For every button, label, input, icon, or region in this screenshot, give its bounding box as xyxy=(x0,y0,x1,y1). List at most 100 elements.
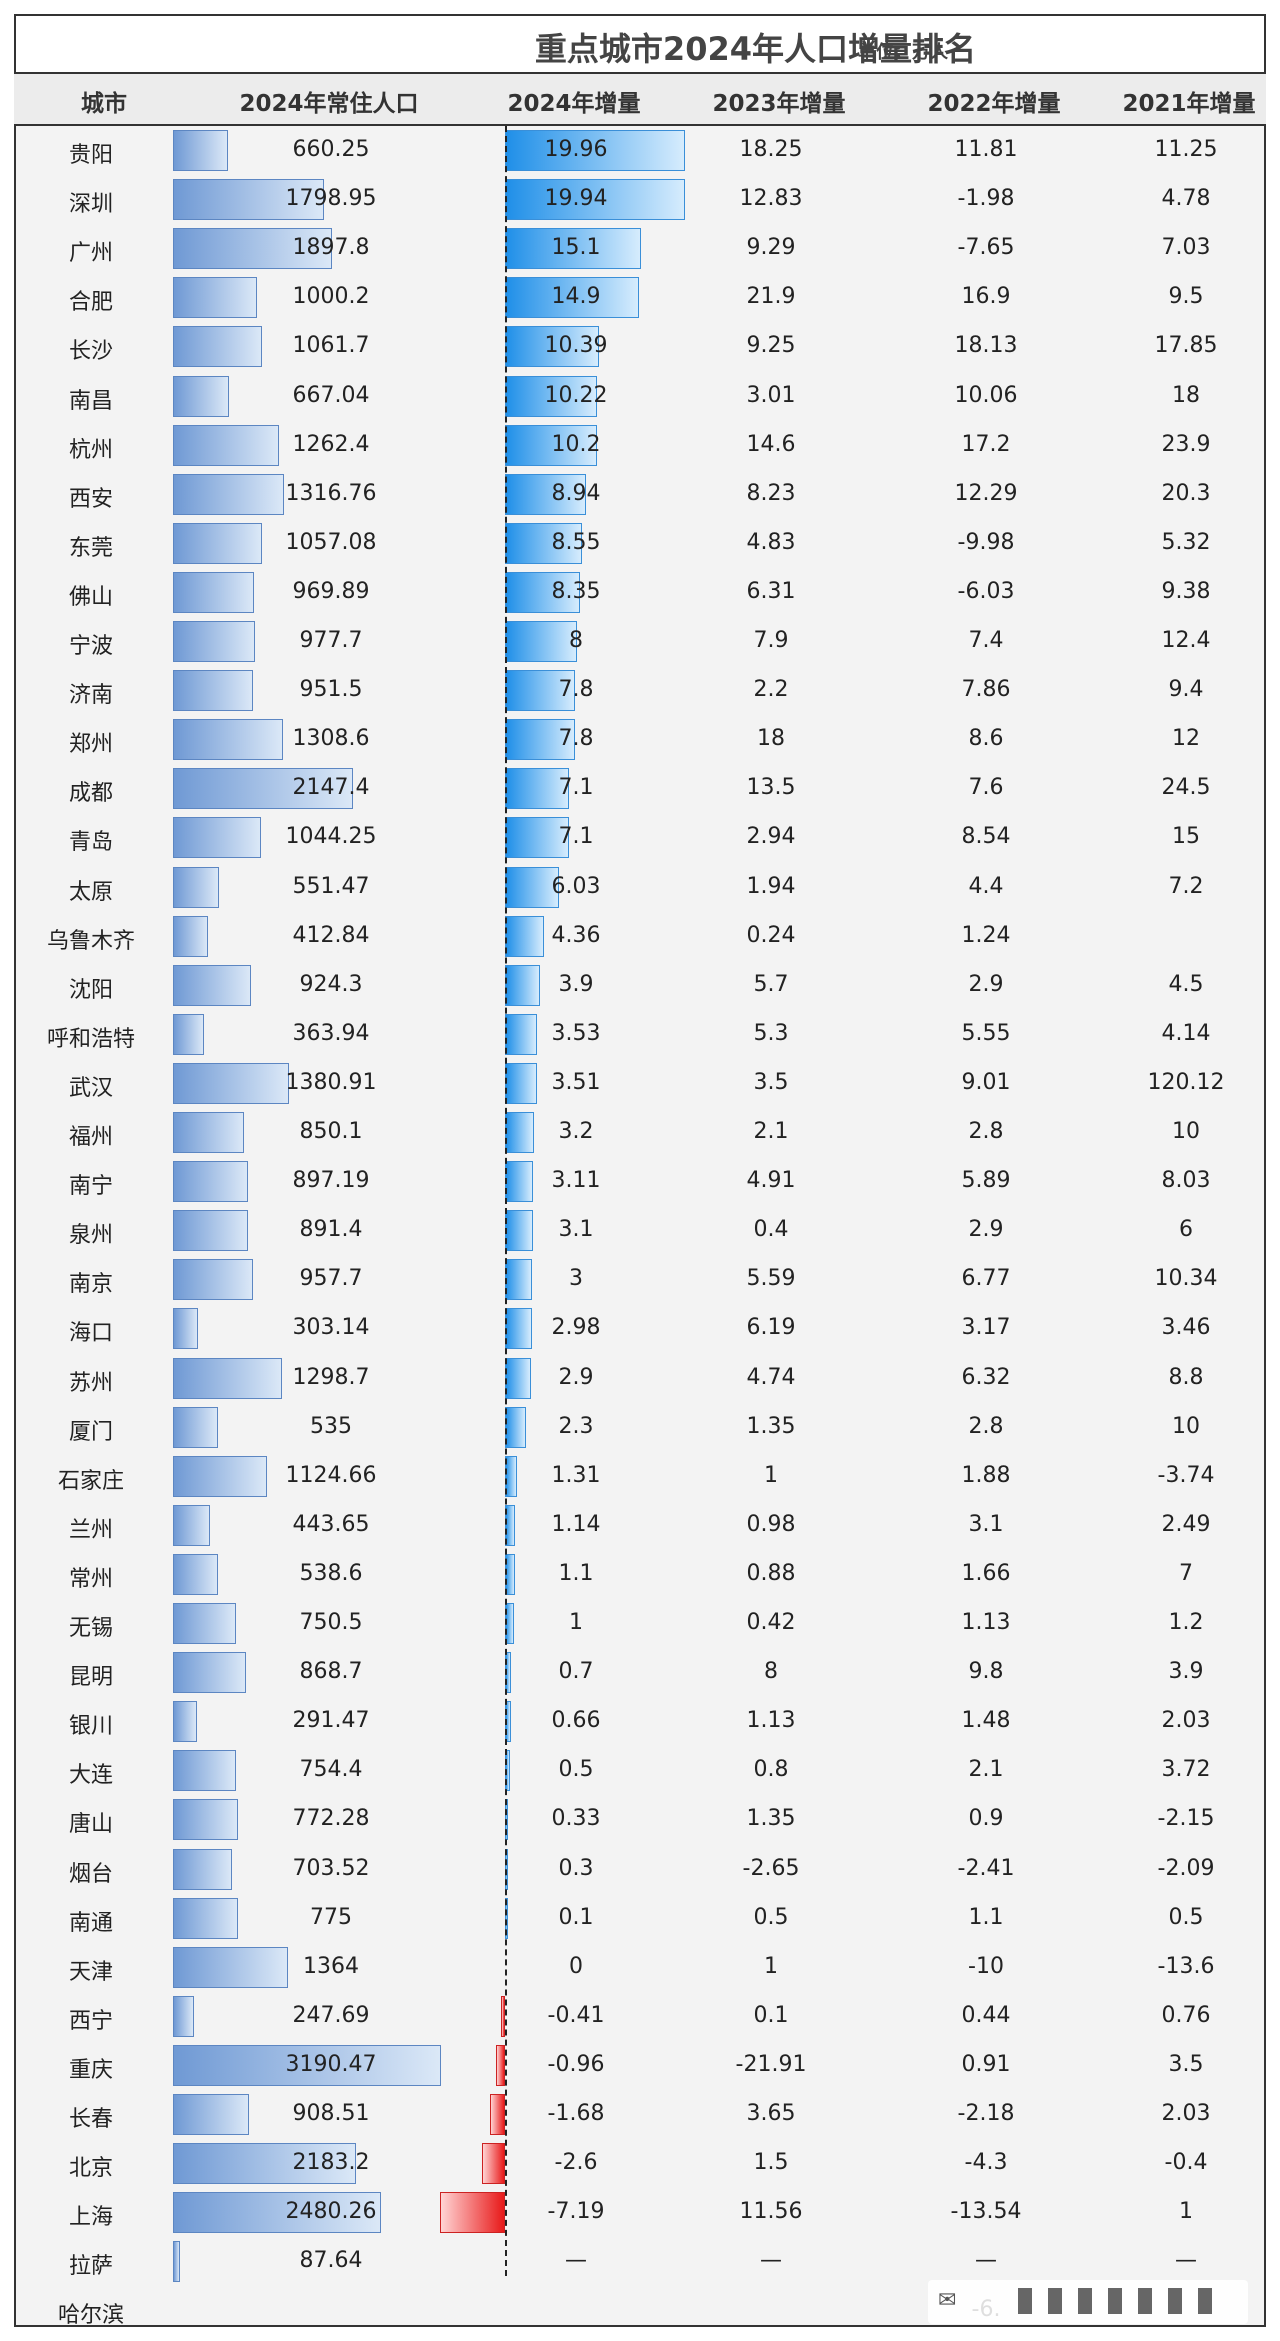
population-value: 772.28 xyxy=(292,1806,370,1832)
table-row: 泉州 891.4 3.1 0.4 2.9 6 xyxy=(16,1206,1264,1255)
city-name: 济南 xyxy=(68,683,113,709)
table-row: 深圳 1798.95 19.94 12.83 -1.98 4.78 xyxy=(16,175,1264,224)
table-row: 乌鲁木齐 412.84 4.36 0.24 1.24 xyxy=(16,912,1264,961)
table-row: 西宁 247.69 -0.41 0.1 0.44 0.76 xyxy=(16,1992,1264,2041)
population-value: 951.5 xyxy=(299,677,363,703)
population-value: 703.52 xyxy=(292,1855,370,1881)
population-bar xyxy=(173,670,253,712)
table-row: 石家庄 1124.66 1.31 1 1.88 -3.74 xyxy=(16,1452,1264,1501)
city-name: 合肥 xyxy=(68,290,113,316)
watermark: ✉ xyxy=(928,2280,1248,2324)
increment-2023-value: 0.8 xyxy=(753,1757,789,1783)
increment-2023-value: 3.5 xyxy=(753,1069,789,1095)
population-value: 303.14 xyxy=(292,1315,370,1341)
population-bar xyxy=(173,228,333,270)
increment-2024-value: 3.51 xyxy=(551,1069,601,1095)
increment-2021-value: 11.25 xyxy=(1154,137,1218,162)
increment-2021-value: 23.9 xyxy=(1161,431,1211,457)
increment-bar-positive xyxy=(505,179,685,221)
city-name: 泉州 xyxy=(68,1223,113,1249)
increment-2023-value: 5.7 xyxy=(753,971,789,997)
increment-2024-value: 4.36 xyxy=(551,922,601,948)
population-bar xyxy=(173,1553,219,1595)
table-row: 苏州 1298.7 2.9 4.74 6.32 8.8 xyxy=(16,1354,1264,1403)
population-bar xyxy=(173,130,229,171)
population-value: 1798.95 xyxy=(285,186,377,212)
increment-2023-value: 1.94 xyxy=(746,873,796,899)
increment-2023-value: 2.2 xyxy=(753,677,789,703)
increment-2022-value: -10 xyxy=(968,1953,1004,1979)
increment-2021-value: 9.4 xyxy=(1168,677,1204,703)
increment-2024-value: 0 xyxy=(569,1953,583,1979)
increment-2022-value: 2.9 xyxy=(968,971,1004,997)
table-row: 唐山 772.28 0.33 1.35 0.9 -2.15 xyxy=(16,1795,1264,1844)
population-value: 775 xyxy=(310,1904,352,1930)
city-name: 青岛 xyxy=(68,830,113,856)
col-header-pop-2024: 2024年常住人口 xyxy=(239,91,419,117)
city-name: 无锡 xyxy=(68,1616,113,1641)
increment-2024-value: 0.1 xyxy=(558,1904,594,1930)
population-bar xyxy=(173,277,258,319)
increment-2022-value: 2.8 xyxy=(968,1119,1004,1144)
increment-2024-value: -1.68 xyxy=(547,2101,605,2126)
increment-2022-value: 7.86 xyxy=(961,677,1011,703)
increment-2021-value: -2.15 xyxy=(1157,1806,1215,1832)
increment-2021-value: -3.74 xyxy=(1157,1462,1215,1488)
increment-bar-positive xyxy=(505,621,578,662)
increment-2024-value: 7.8 xyxy=(558,677,594,703)
increment-2021-value: 0.5 xyxy=(1168,1904,1204,1930)
increment-2022-value: 1.24 xyxy=(961,922,1011,948)
city-name: 上海 xyxy=(68,2205,113,2231)
increment-2022-value: -9.98 xyxy=(957,529,1015,555)
increment-2022-value: 8.6 xyxy=(968,726,1004,752)
increment-2021-value: 2.49 xyxy=(1161,1511,1211,1537)
population-value: 2480.26 xyxy=(285,2199,377,2225)
increment-2021-value: -2.09 xyxy=(1157,1855,1215,1881)
increment-2024-value: 7.1 xyxy=(558,824,594,850)
increment-2022-value: -13.54 xyxy=(950,2199,1022,2225)
increment-2024-value: 3.2 xyxy=(558,1119,594,1144)
population-value: 3190.47 xyxy=(285,2051,377,2077)
increment-2021-value: 10 xyxy=(1172,1119,1200,1144)
increment-bar-positive xyxy=(505,522,583,564)
increment-2021-value: 4.14 xyxy=(1161,1020,1211,1046)
increment-2021-value: 8.03 xyxy=(1161,1168,1211,1194)
population-bar xyxy=(173,1897,239,1939)
watermark-block xyxy=(1198,2288,1212,2314)
increment-2021-value: 24.5 xyxy=(1161,775,1211,801)
table-row: 昆明 868.7 0.7 8 9.8 3.9 xyxy=(16,1648,1264,1697)
col-header-inc-2022: 2022年增量 xyxy=(927,91,1061,117)
population-bar xyxy=(173,473,284,515)
table-row: 西安 1316.76 8.94 8.23 12.29 20.3 xyxy=(16,470,1264,519)
population-value: 750.5 xyxy=(299,1610,363,1635)
city-name: 呼和浩特 xyxy=(46,1026,135,1052)
increment-2023-value: 0.24 xyxy=(746,922,796,948)
increment-2022-value: — xyxy=(975,2248,997,2274)
population-value: 1897.8 xyxy=(292,235,370,261)
increment-bar-positive xyxy=(505,1161,534,1203)
increment-2022-value: 6.32 xyxy=(961,1364,1011,1390)
watermark-block xyxy=(1048,2288,1062,2314)
increment-2022-value: 7.6 xyxy=(968,775,1004,801)
increment-2022-value: 1.13 xyxy=(961,1610,1011,1635)
increment-2024-value: 1.14 xyxy=(551,1511,601,1537)
population-value: 891.4 xyxy=(299,1217,363,1243)
increment-2024-value: 19.94 xyxy=(544,186,608,212)
city-name: 广州 xyxy=(68,241,113,267)
increment-2024-value: 0.33 xyxy=(551,1806,601,1832)
increment-2021-value: 3.9 xyxy=(1168,1659,1204,1685)
increment-2022-value: 3.17 xyxy=(961,1315,1011,1341)
table-row: 天津 1364 0 1 -10 -13.6 xyxy=(16,1943,1264,1992)
increment-2022-value: 1.88 xyxy=(961,1462,1011,1488)
increment-2023-value: 9.25 xyxy=(746,333,796,359)
increment-2022-value: -7.65 xyxy=(957,235,1015,261)
population-value: 551.47 xyxy=(292,873,370,899)
increment-2024-value: 2.3 xyxy=(558,1413,594,1439)
population-bar xyxy=(173,1946,288,1988)
increment-bar-positive xyxy=(505,571,581,613)
increment-2024-value: 3.9 xyxy=(558,971,594,997)
table-row: 重庆 3190.47 -0.96 -21.91 0.91 3.5 xyxy=(16,2041,1264,2090)
increment-2023-value: 5.59 xyxy=(746,1266,796,1292)
increment-bar-negative xyxy=(496,2044,505,2086)
population-bar xyxy=(173,1701,198,1743)
